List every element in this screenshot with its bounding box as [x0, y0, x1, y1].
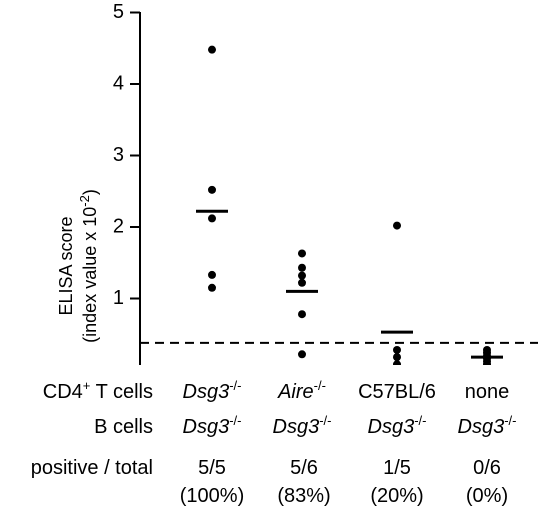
- data-point: [298, 271, 306, 280]
- y-tick-label: 3: [113, 144, 124, 166]
- data-point: [208, 270, 216, 279]
- y-axis-ticks: 1 2 3 4 5: [113, 1, 140, 309]
- data-point: [208, 283, 216, 292]
- ratio-group-3: 1/5: [383, 457, 411, 479]
- data-point: [208, 45, 216, 54]
- b-cells-group-2: Dsg3-/-: [272, 413, 332, 438]
- ratio-group-2: 5/6: [290, 457, 318, 479]
- data-point: [393, 345, 401, 354]
- data-point: [298, 249, 306, 258]
- percent-group-2: (83%): [277, 485, 331, 507]
- y-tick-label: 5: [113, 1, 124, 23]
- percent-group-1: (100%): [179, 485, 245, 507]
- data-point: [298, 278, 306, 287]
- data-point: [208, 185, 216, 194]
- y-axis-label-line1: ELISA score: [56, 216, 76, 315]
- y-tick-label: 2: [113, 215, 124, 237]
- data-point: [393, 353, 401, 362]
- b-cells-group-3: Dsg3-/-: [367, 413, 427, 438]
- percent-group-3: (20%): [370, 485, 424, 507]
- data-point: [298, 263, 306, 272]
- b-cells-group-4: Dsg3-/-: [457, 413, 517, 438]
- data-point: [483, 360, 491, 365]
- y-tick-label: 1: [113, 287, 124, 309]
- ratio-group-4: 0/6: [473, 457, 501, 479]
- data-point: [208, 214, 216, 223]
- t-cells-group-4: none: [464, 381, 510, 403]
- elisa-scatter-plot: 1 2 3 4 5 ELISA score (index value x 10-2): [56, 1, 538, 365]
- b-cells-group-1: Dsg3-/-: [182, 413, 242, 438]
- row-label-cd4-t-cells: CD4+ T cells: [42, 378, 153, 403]
- row-label-positive-total: positive / total: [30, 457, 153, 479]
- data-point: [393, 221, 401, 230]
- data-point: [298, 350, 306, 359]
- y-axis-label-line2: (index value x 10-2): [77, 189, 100, 343]
- data-point: [298, 310, 306, 319]
- data-points: [208, 45, 491, 365]
- t-cells-group-3: C57BL/6: [358, 381, 436, 403]
- data-point: [393, 362, 401, 365]
- percent-group-4: (0%): [465, 485, 509, 507]
- t-cells-group-2: Aire-/-: [278, 378, 326, 403]
- y-tick-label: 4: [113, 72, 124, 94]
- group-mean-bars: [196, 209, 503, 359]
- t-cells-group-1: Dsg3-/-: [182, 378, 242, 403]
- row-label-b-cells: B cells: [94, 416, 153, 438]
- ratio-group-1: 5/5: [198, 457, 226, 479]
